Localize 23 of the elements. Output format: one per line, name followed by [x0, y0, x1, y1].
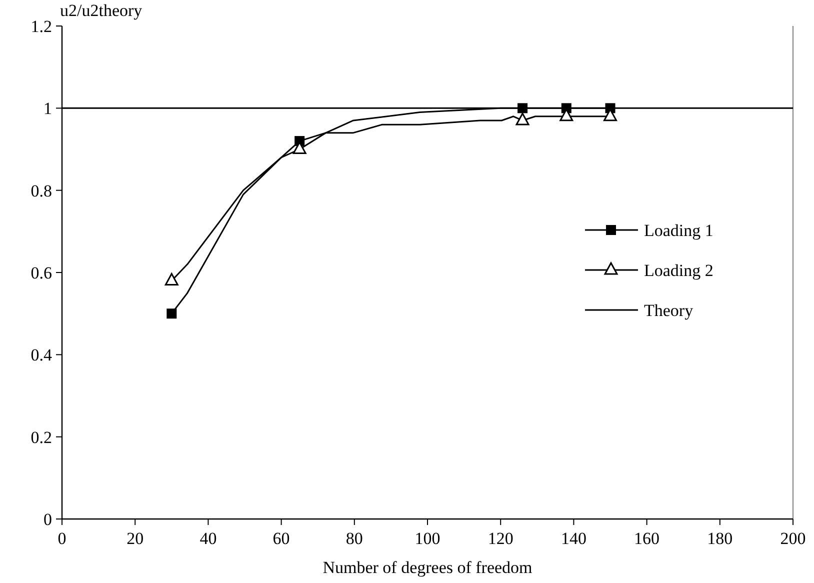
x-tick-label: 40 [200, 529, 217, 548]
y-tick-label: 0 [44, 510, 52, 529]
legend-label: Theory [644, 300, 694, 320]
x-tick-label: 20 [126, 529, 144, 548]
y-axis-title: u2/u2theory [60, 1, 143, 20]
x-tick-label: 160 [634, 529, 660, 548]
legend-label: Loading 2 [644, 260, 714, 280]
x-tick-label: 200 [780, 529, 806, 548]
x-tick-label: 100 [414, 529, 440, 548]
x-axis-title: Number of degrees of freedom [322, 558, 532, 577]
y-tick-label: 1 [44, 99, 52, 118]
y-tick-label: 0.8 [30, 181, 52, 200]
x-tick-label: 60 [272, 529, 290, 548]
x-tick-label: 80 [346, 529, 363, 548]
y-tick-label: 0.2 [30, 428, 52, 447]
y-tick-label: 1.2 [30, 16, 52, 36]
x-tick-label: 0 [58, 529, 66, 548]
x-tick-label: 140 [560, 529, 586, 548]
y-tick-label: 0.6 [30, 263, 52, 282]
x-tick-label: 180 [707, 529, 733, 548]
y-tick-label: 0.4 [30, 346, 52, 365]
x-tick-label: 120 [488, 529, 514, 548]
legend-label: Loading 1 [644, 220, 714, 240]
